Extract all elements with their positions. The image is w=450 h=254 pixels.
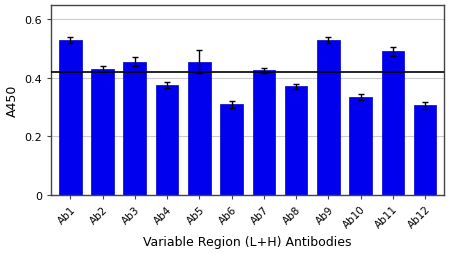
Bar xyxy=(349,97,372,195)
Y-axis label: A450: A450 xyxy=(5,84,18,116)
Bar xyxy=(252,71,275,195)
Bar xyxy=(285,87,307,195)
Bar xyxy=(188,62,211,195)
Bar xyxy=(220,105,243,195)
Bar xyxy=(123,62,146,195)
Bar xyxy=(59,40,81,195)
Bar xyxy=(91,70,114,195)
Bar xyxy=(382,52,404,195)
Bar xyxy=(156,86,178,195)
Bar xyxy=(317,40,340,195)
X-axis label: Variable Region (L+H) Antibodies: Variable Region (L+H) Antibodies xyxy=(144,235,352,248)
Bar xyxy=(414,106,436,195)
